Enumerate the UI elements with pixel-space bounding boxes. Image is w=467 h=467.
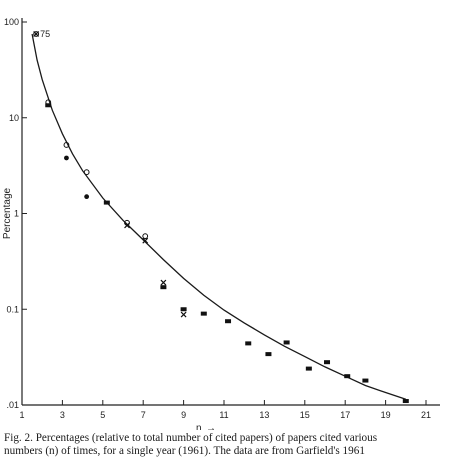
data-point-open-circle: [83, 169, 90, 176]
x-axis-arrow: →: [206, 423, 216, 430]
data-point-square: [362, 378, 369, 383]
data-point-open-circle: [33, 31, 40, 37]
x-axis-title: n: [196, 423, 202, 430]
data-point-square: [402, 399, 409, 404]
data-point-open-circle: [63, 142, 70, 148]
data-point-cross: [33, 31, 40, 37]
point-annotation: 75: [40, 29, 50, 39]
data-point-square: [305, 366, 312, 371]
y-tick-label: .01: [6, 400, 19, 410]
y-tick-label: 1: [14, 209, 19, 219]
y-axis-title: Percentage: [2, 187, 13, 239]
x-tick-label: 15: [300, 410, 310, 420]
data-point-open-circle: [142, 233, 149, 240]
data-point-square: [45, 103, 52, 108]
data-point-square: [324, 360, 331, 365]
x-tick-label: 17: [340, 410, 350, 420]
x-tick-label: 19: [381, 410, 391, 420]
fit-curve-group: [31, 33, 407, 400]
figure-caption: Fig. 2. Percentages (relative to total n…: [4, 432, 463, 457]
y-tick-label: 10: [9, 113, 19, 123]
data-point-cross: [142, 237, 149, 244]
data-point-cross: [160, 279, 167, 286]
data-point-square: [344, 374, 351, 379]
x-tick-label: 11: [219, 410, 228, 420]
chart-axes: [21, 18, 440, 406]
data-point-square: [265, 352, 272, 357]
caption-line-2: numbers (n) of times, for a single year …: [4, 444, 365, 457]
data-point-square: [180, 307, 187, 312]
data-point-cross: [180, 311, 187, 318]
x-tick-label: 21: [421, 410, 431, 420]
data-point-square: [283, 340, 290, 345]
data-point-square: [225, 319, 232, 324]
data-point-open-circle: [45, 99, 52, 106]
data-point-square: [160, 285, 167, 290]
data-point-square: [103, 200, 110, 205]
x-tick-label: 1: [19, 410, 24, 420]
data-points: [33, 31, 409, 404]
fit-curve: [31, 33, 407, 400]
data-point-filled-circle: [84, 194, 90, 200]
data-point-cross: [124, 222, 130, 229]
x-tick-label: 5: [100, 410, 105, 420]
x-tick-label: 3: [60, 410, 65, 420]
x-tick-label: 7: [141, 410, 146, 420]
data-point-filled-circle: [64, 155, 69, 161]
x-tick-label: 13: [259, 410, 269, 420]
data-point-square: [200, 311, 207, 316]
y-tick-label: 0.1: [6, 304, 19, 314]
data-point-square: [245, 341, 252, 346]
caption-line-1: Fig. 2. Percentages (relative to total n…: [4, 432, 378, 444]
y-tick-label: 100: [4, 17, 19, 27]
x-tick-label: 9: [181, 410, 186, 420]
